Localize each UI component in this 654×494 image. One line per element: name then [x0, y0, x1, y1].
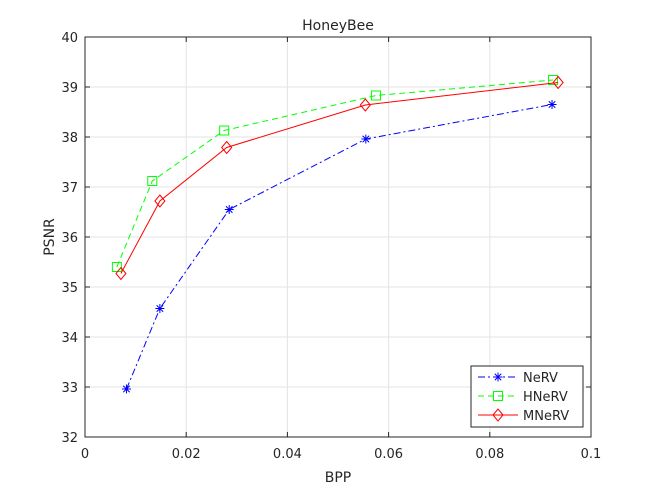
series-layer	[111, 75, 564, 394]
data-point	[224, 205, 234, 214]
data-point	[154, 194, 166, 208]
y-tick-label: 39	[61, 81, 78, 96]
data-point	[147, 176, 158, 186]
legend-label: HNeRV	[523, 390, 568, 405]
y-tick-label: 40	[61, 31, 78, 46]
data-point	[359, 98, 371, 112]
series-line	[126, 104, 553, 390]
series-line	[116, 79, 554, 268]
x-tick-label: 0.06	[374, 447, 403, 462]
data-point	[111, 262, 122, 272]
data-point	[370, 90, 381, 101]
legend-label: NeRV	[523, 371, 558, 386]
data-point	[219, 125, 230, 136]
x-tick-label: 0.02	[172, 447, 201, 462]
legend-marker	[492, 408, 504, 422]
legend-label: MNeRV	[523, 409, 569, 424]
y-tick-label: 32	[61, 431, 78, 446]
data-point	[552, 75, 564, 90]
series-nerv	[121, 100, 557, 394]
y-tick-label: 38	[61, 131, 78, 146]
y-tick-label: 36	[61, 231, 78, 246]
chart-title: HoneyBee	[302, 18, 374, 34]
data-point	[221, 140, 233, 155]
x-tick-label: 0.04	[273, 447, 302, 462]
axis-ticks: 0 0.02 0.04 0.06 0.08 0.1 32 33 34 35 36 37 38 39 40	[61, 31, 601, 462]
data-point	[155, 304, 165, 313]
y-tick-label: 37	[61, 181, 78, 196]
x-tick-label: 0	[81, 447, 89, 462]
data-point	[115, 266, 127, 281]
legend-marker	[493, 372, 503, 382]
data-point	[547, 100, 557, 109]
y-tick-label: 35	[61, 281, 78, 296]
data-point	[121, 384, 131, 394]
y-tick-label: 33	[61, 381, 78, 396]
data-point	[361, 134, 371, 144]
x-axis-label: BPP	[325, 470, 352, 486]
x-tick-label: 0.1	[581, 447, 602, 462]
x-tick-label: 0.08	[475, 447, 504, 462]
y-axis-label: PSNR	[42, 218, 58, 256]
legend: NeRV HNeRV MNeRV	[470, 365, 584, 428]
series-mnerv	[115, 75, 564, 281]
y-tick-label: 34	[61, 331, 78, 346]
legend-marker	[493, 391, 503, 401]
series-hnerv	[111, 75, 559, 272]
data-point	[548, 75, 559, 85]
series-line	[120, 82, 559, 274]
